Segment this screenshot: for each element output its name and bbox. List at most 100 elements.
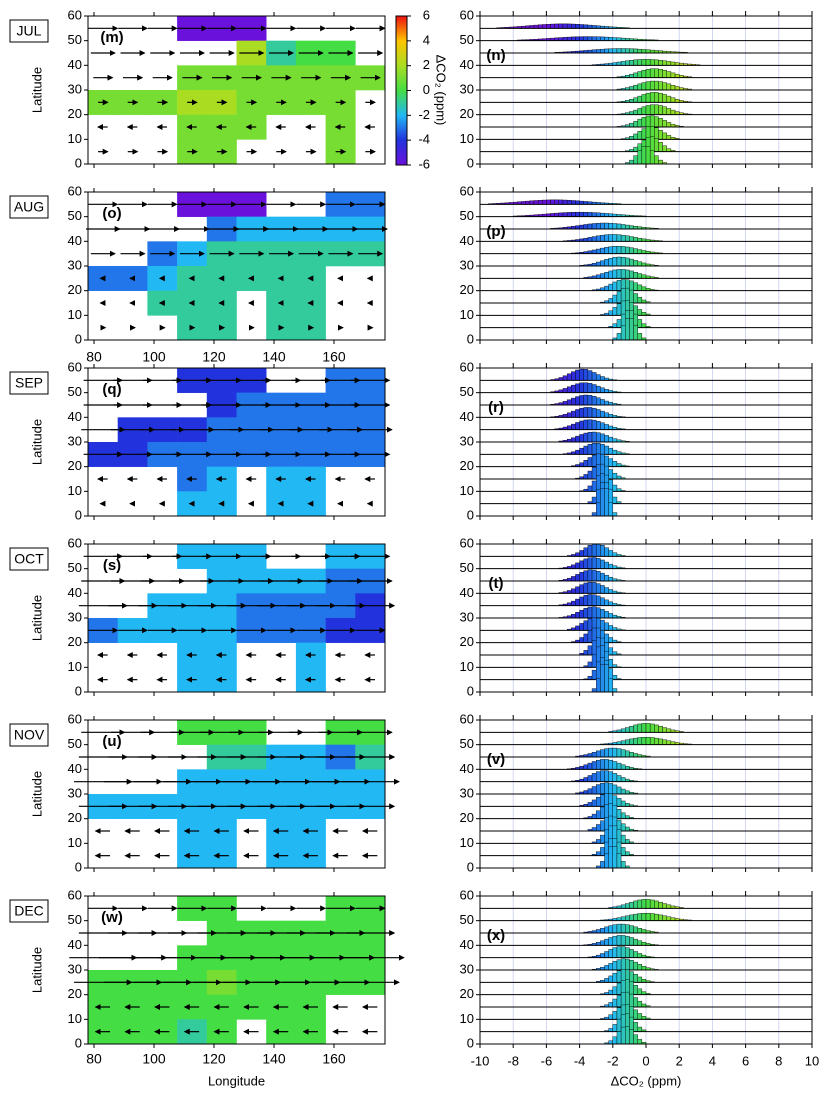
histogram-bar	[591, 36, 597, 41]
histogram-bar	[571, 423, 576, 430]
histogram-bar	[654, 116, 659, 128]
histogram-bar	[649, 737, 655, 745]
histogram-bar	[612, 947, 618, 958]
histogram-bar	[633, 121, 638, 128]
histogram-bar	[612, 1011, 618, 1020]
histogram-bar	[633, 753, 638, 758]
histogram-bar	[571, 23, 576, 29]
x-tick-label: 80	[86, 349, 102, 365]
histogram-bar	[608, 963, 614, 971]
histogram-bar	[662, 120, 667, 128]
histogram-bar	[620, 823, 626, 832]
histogram-bar	[587, 544, 593, 557]
histogram-bar	[591, 569, 597, 582]
y-tick-label: 50	[460, 912, 474, 927]
x-tick-label: 2	[676, 1053, 683, 1068]
histogram-bar	[600, 410, 605, 418]
histogram-bar	[575, 396, 580, 406]
histogram-bar	[612, 438, 618, 443]
panel-letter: (p)	[486, 223, 505, 240]
histogram-bar	[600, 399, 605, 406]
histogram-bar	[604, 412, 609, 418]
histogram-bar	[625, 1026, 630, 1045]
histogram-bar	[600, 794, 605, 807]
histogram-bar	[620, 788, 626, 795]
histogram-bar	[616, 234, 622, 242]
histogram-bar	[591, 431, 597, 443]
histogram-bar	[633, 724, 638, 733]
histogram-bar	[600, 834, 605, 844]
histogram-bar	[566, 399, 572, 406]
histogram-bar	[562, 388, 568, 393]
panel-letter: (s)	[103, 557, 121, 574]
y-tick-label: 10	[460, 835, 474, 850]
histogram-bar	[637, 1013, 643, 1020]
histogram-bar	[641, 929, 647, 934]
histogram-bar	[633, 48, 638, 54]
histogram-bar	[583, 224, 589, 230]
histogram-bar	[633, 938, 638, 946]
histogram-bar	[600, 36, 605, 41]
histogram-bar	[596, 36, 601, 41]
histogram-bar	[637, 964, 643, 971]
histogram-bar	[579, 24, 584, 29]
histogram-bar	[612, 846, 618, 869]
histogram-bar	[571, 437, 576, 443]
histogram-bar	[612, 935, 618, 946]
y-tick-label: 40	[68, 57, 82, 72]
histogram-bar	[596, 595, 601, 606]
y-tick-label: 0	[467, 859, 474, 874]
histogram-bar	[583, 558, 589, 569]
histogram-bar	[562, 37, 568, 41]
histogram-bar	[604, 599, 609, 606]
y-tick-label: 40	[460, 761, 474, 776]
histogram-bar	[591, 654, 597, 668]
histogram-bar	[641, 323, 647, 328]
histogram-bar	[583, 790, 589, 795]
y-tick-label: 50	[460, 736, 474, 751]
histogram-bar	[654, 155, 659, 165]
month-box	[9, 547, 49, 571]
histogram-bar	[616, 995, 622, 1008]
histogram-bar	[608, 1002, 614, 1008]
histogram-bar	[591, 606, 597, 619]
histogram-bar	[662, 106, 667, 115]
y-tick-label: 10	[460, 1011, 474, 1026]
histogram-bar	[575, 562, 580, 569]
histogram-bar	[629, 280, 634, 291]
histogram-bar	[620, 777, 626, 782]
histogram-bar	[600, 247, 605, 254]
histogram-bar	[583, 570, 589, 582]
histogram-bar	[633, 282, 638, 291]
histogram-bar	[575, 422, 580, 430]
histogram-bar	[587, 470, 593, 480]
month-box	[9, 19, 49, 43]
histogram-bar	[625, 903, 630, 909]
histogram-bar	[645, 723, 651, 733]
histogram-bar	[591, 827, 597, 832]
histogram-bar	[604, 424, 609, 430]
y-tick-label: 40	[460, 585, 474, 600]
histogram-bar	[600, 953, 605, 958]
histogram-bar	[637, 928, 643, 934]
x-axis-label: ΔCO₂ (ppm)	[611, 1073, 682, 1088]
y-tick-label: 20	[68, 458, 82, 473]
histogram-bar	[571, 564, 576, 569]
histogram-bar	[633, 1022, 638, 1032]
histogram-bar	[612, 1024, 618, 1032]
histogram-bar	[575, 449, 580, 455]
y-tick-label: 60	[68, 7, 82, 22]
histogram-bar	[579, 434, 584, 443]
histogram-bar	[587, 557, 593, 569]
histogram-bar	[612, 552, 618, 557]
histogram-bar	[575, 625, 580, 631]
histogram-bar	[583, 547, 589, 557]
histogram-bar	[529, 200, 535, 205]
histogram-bar	[658, 914, 663, 921]
y-tick-label: 20	[460, 986, 474, 1001]
histogram-bar	[604, 36, 609, 41]
histogram-bar	[649, 150, 655, 165]
histogram-bar	[608, 747, 614, 758]
histogram-bar	[600, 585, 605, 594]
histogram-bar	[662, 132, 667, 140]
